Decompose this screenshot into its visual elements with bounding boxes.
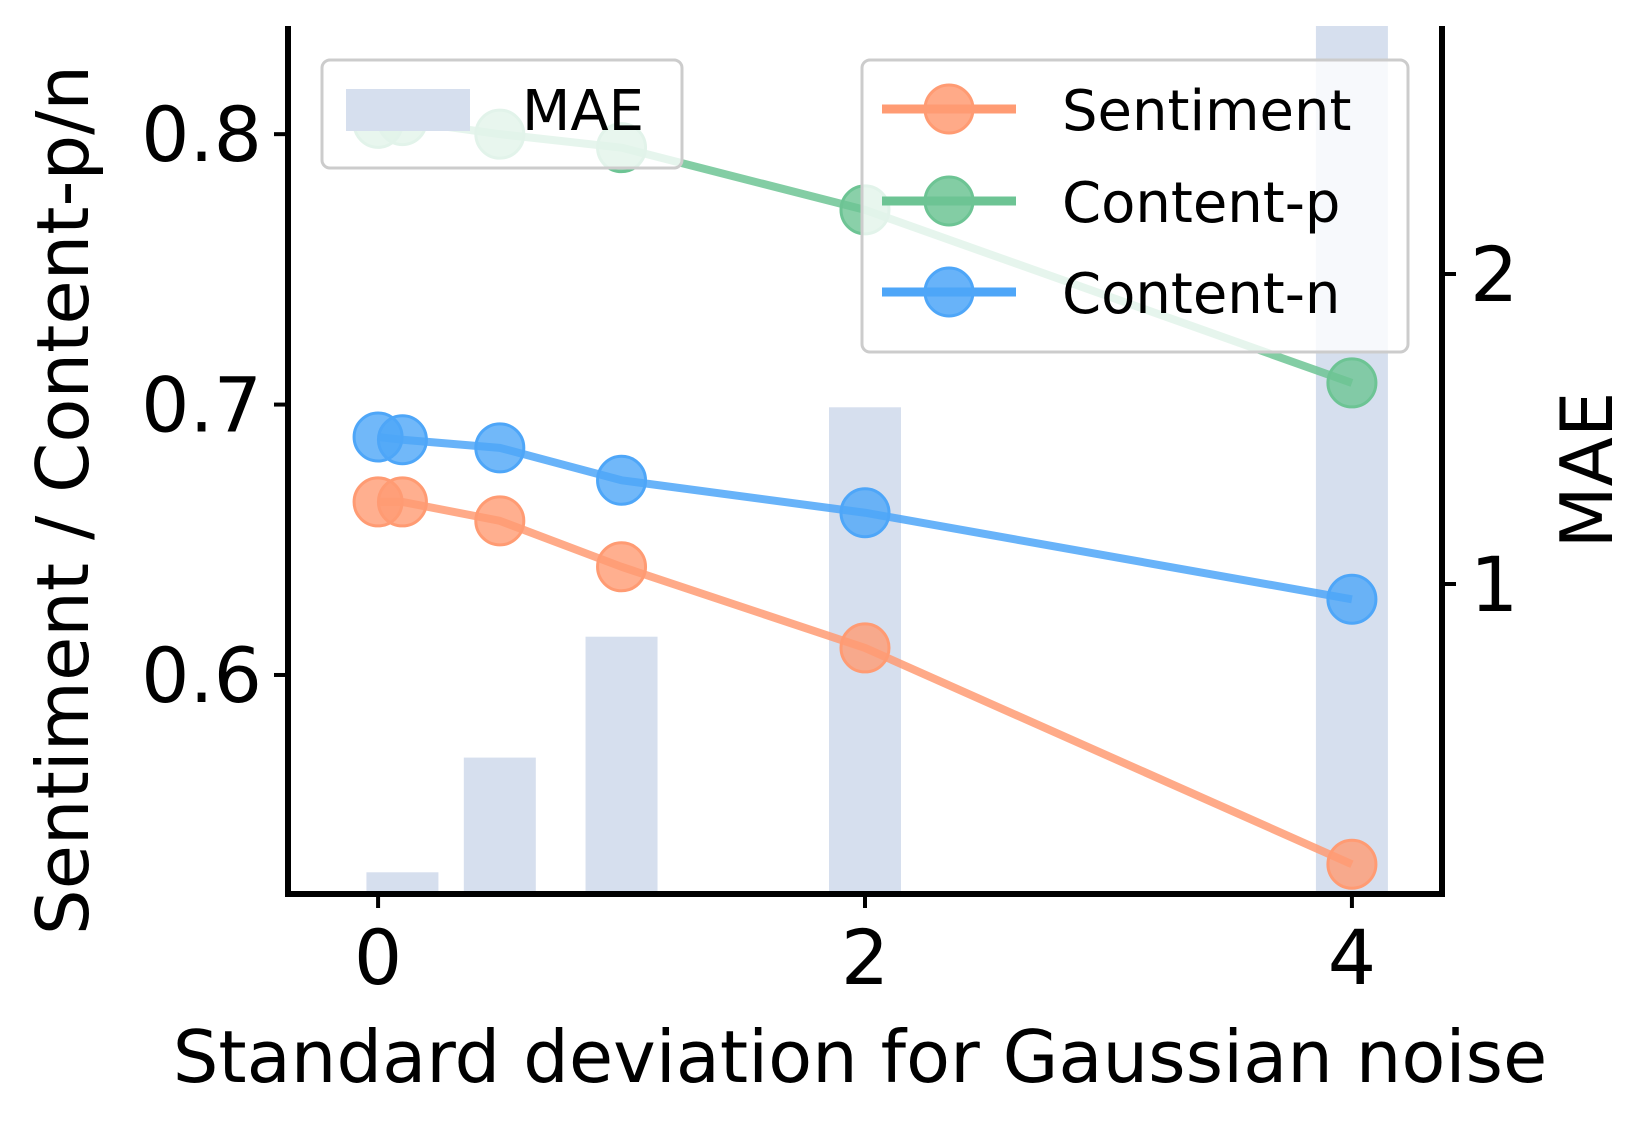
sentiment-point-4 [839, 622, 891, 674]
y-left-tick-label-0.7: 0.7 [141, 361, 262, 450]
content-n-point-1 [376, 414, 428, 466]
y-left-axis-title: Sentiment / Content-p/n [21, 65, 105, 935]
legend-content-p-label: Content-p [1062, 171, 1340, 236]
x-tick-label-2: 2 [841, 913, 889, 1002]
legend-sentiment-marker [923, 83, 975, 135]
y-left-tick-label-0.8: 0.8 [141, 90, 262, 179]
legend-series-frame [860, 58, 1410, 354]
legend-mae-frame [320, 58, 684, 170]
content-p-point-5 [1326, 357, 1378, 409]
legend-sentiment-label: Sentiment [1062, 79, 1351, 144]
content-n-point-4 [839, 487, 891, 539]
sentiment-point-5 [1326, 838, 1378, 890]
legend-mae: MAE [320, 58, 684, 170]
sentiment-point-3 [596, 541, 648, 593]
ticks: 0 2 4 0.6 0.7 0.8 1 2 [141, 90, 1518, 1002]
y-right-tick-label-2: 2 [1470, 230, 1518, 319]
x-axis-title: Standard deviation for Gaussian noise [173, 1015, 1548, 1099]
legend-content-p-marker [923, 175, 975, 227]
y-right-tick-label-1: 1 [1470, 540, 1518, 629]
x-tick-label-4: 4 [1328, 913, 1376, 1002]
legend-content-n-label: Content-n [1062, 262, 1340, 327]
mae-bar-0 [366, 872, 439, 894]
y-left-tick-label-0.6: 0.6 [141, 631, 262, 720]
content-n-point-5 [1326, 573, 1378, 625]
legend-series: Sentiment Content-p Content-n [860, 58, 1410, 354]
mae-bar-2 [585, 636, 658, 894]
content-n-point-2 [474, 422, 526, 474]
mae-bar-1 [463, 757, 536, 894]
legend-mae-swatch [346, 89, 470, 131]
x-tick-label-0: 0 [354, 913, 402, 1002]
sentiment-point-1 [376, 476, 428, 528]
legend-mae-label: MAE [522, 79, 644, 144]
legend-content-n-marker [923, 266, 975, 318]
y-right-axis-title: MAE [1545, 392, 1629, 549]
sentiment-point-2 [474, 495, 526, 547]
content-n-point-3 [596, 454, 648, 506]
